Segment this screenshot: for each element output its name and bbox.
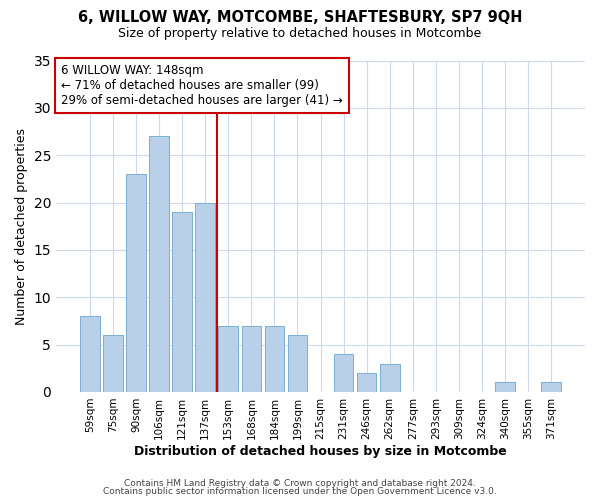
Bar — [126, 174, 146, 392]
Bar — [103, 335, 123, 392]
Y-axis label: Number of detached properties: Number of detached properties — [15, 128, 28, 324]
Text: Contains HM Land Registry data © Crown copyright and database right 2024.: Contains HM Land Registry data © Crown c… — [124, 478, 476, 488]
Bar — [287, 335, 307, 392]
Bar — [334, 354, 353, 392]
Bar — [149, 136, 169, 392]
Text: Contains public sector information licensed under the Open Government Licence v3: Contains public sector information licen… — [103, 487, 497, 496]
Bar — [541, 382, 561, 392]
X-axis label: Distribution of detached houses by size in Motcombe: Distribution of detached houses by size … — [134, 444, 507, 458]
Bar — [380, 364, 400, 392]
Bar — [357, 373, 376, 392]
Bar — [172, 212, 192, 392]
Bar — [80, 316, 100, 392]
Bar — [495, 382, 515, 392]
Text: Size of property relative to detached houses in Motcombe: Size of property relative to detached ho… — [118, 28, 482, 40]
Bar — [218, 326, 238, 392]
Bar — [196, 202, 215, 392]
Bar — [242, 326, 261, 392]
Text: 6, WILLOW WAY, MOTCOMBE, SHAFTESBURY, SP7 9QH: 6, WILLOW WAY, MOTCOMBE, SHAFTESBURY, SP… — [78, 10, 522, 25]
Text: 6 WILLOW WAY: 148sqm
← 71% of detached houses are smaller (99)
29% of semi-detac: 6 WILLOW WAY: 148sqm ← 71% of detached h… — [61, 64, 343, 107]
Bar — [265, 326, 284, 392]
